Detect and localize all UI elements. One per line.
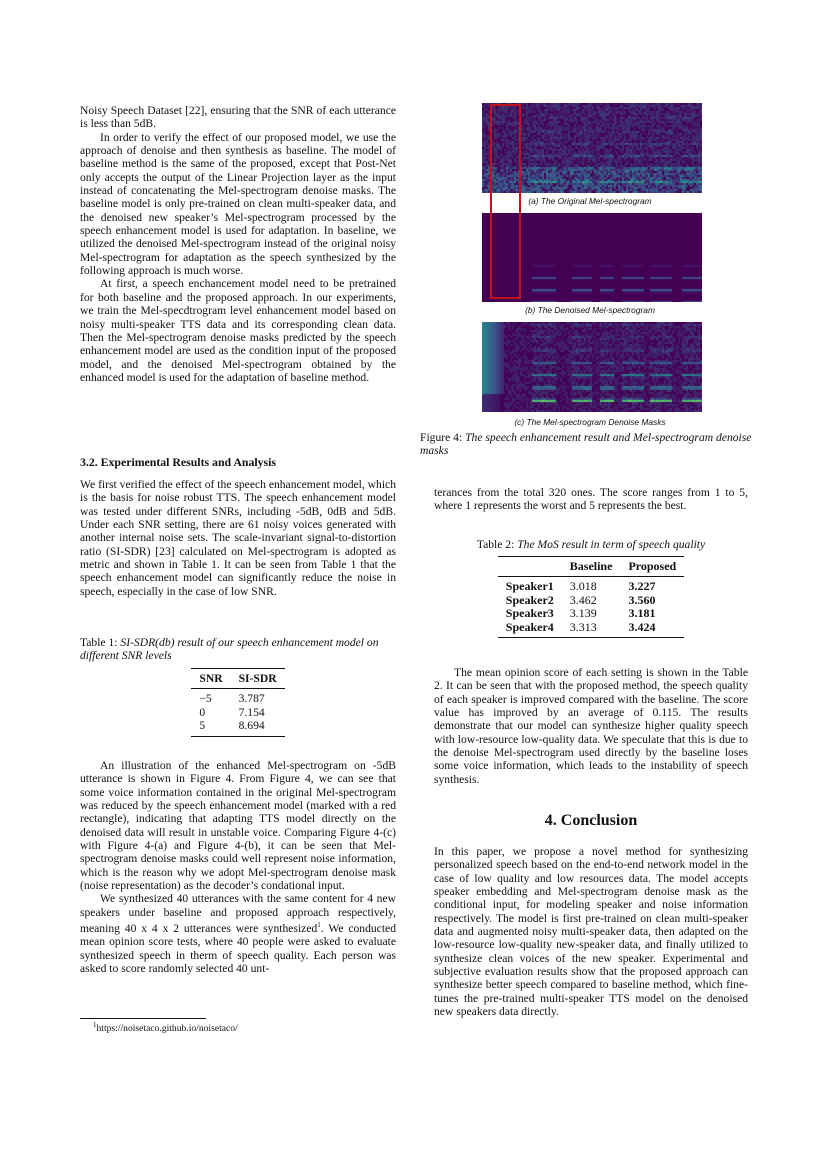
paragraph: Noisy Speech Dataset [22], ensuring that… xyxy=(80,104,396,131)
right-column: terances from the total 320 ones. The sc… xyxy=(434,486,748,513)
table2-header xyxy=(497,556,562,578)
row-label: Speaker1 xyxy=(505,579,554,594)
footnote-rule xyxy=(80,1018,206,1019)
table2-header: Proposed xyxy=(620,556,685,578)
paragraph-text: We synthesized 40 utterances with the sa… xyxy=(80,892,396,935)
paragraph-text: . We conducted mean opinion score tests,… xyxy=(80,921,396,976)
paragraph: In this paper, we propose a novel method… xyxy=(434,845,748,1019)
table-cell: 3.227 xyxy=(628,579,656,594)
paragraph: In order to verify the effect of our pro… xyxy=(80,130,396,278)
table-row: Speaker1 3.018 3.227 xyxy=(498,577,684,594)
table-cell: 3.181 xyxy=(628,606,656,621)
spectrogram-denoise-mask xyxy=(482,322,702,412)
paragraph: The mean opinion score of each setting i… xyxy=(434,666,748,786)
table-cell: 0 xyxy=(199,705,206,719)
figure4-label: Figure 4: xyxy=(420,431,463,444)
table1-header: SI-SDR xyxy=(230,668,285,690)
table-cell: 3.139 xyxy=(569,606,597,621)
table1-caption-text: SI-SDR(db) result of our speech enhancem… xyxy=(80,636,379,663)
table2-caption: Table 2: The MoS result in term of speec… xyxy=(434,538,748,551)
table-row: 0 7.154 xyxy=(191,706,284,719)
row-label: Speaker4 xyxy=(505,619,554,634)
footnote-link[interactable]: https://noisetaco.github.io/noisetaco/ xyxy=(96,1023,238,1035)
spectrogram-denoised xyxy=(482,213,702,302)
table-cell: 3.787 xyxy=(238,692,265,706)
table2-wrap: Baseline Proposed Speaker1 3.018 3.227 Spe… xyxy=(434,556,748,639)
table-row: Speaker4 3.313 3.424 xyxy=(498,619,684,638)
table-row: −5 3.787 xyxy=(191,689,284,706)
table1-wrap: SNR SI-SDR −5 3.787 0 7.154 5 8.694 xyxy=(80,668,396,737)
table-cell: 3.560 xyxy=(628,592,656,607)
table-cell: 5 xyxy=(199,719,206,733)
paragraph: We synthesized 40 utterances with the sa… xyxy=(80,892,396,975)
row-label: Speaker3 xyxy=(505,606,554,621)
paragraph: We first verified the effect of the spee… xyxy=(80,478,396,598)
table-cell: 3.018 xyxy=(569,579,597,594)
table1-header: SNR xyxy=(191,668,231,690)
spectrogram-original xyxy=(482,103,702,193)
table2-header: Baseline xyxy=(561,556,621,578)
right-column-mos: The mean opinion score of each setting i… xyxy=(434,666,748,786)
table-row: Speaker2 3.462 3.560 xyxy=(498,592,684,607)
figure-subcaption-c: (c) The Mel-spectrogram Denoise Masks xyxy=(514,417,666,427)
figure-subcaption-b: (b) The Denoised Mel-spectrogram xyxy=(525,305,655,315)
table-row: Speaker3 3.139 3.181 xyxy=(498,606,684,621)
table-cell: 8.694 xyxy=(238,719,265,733)
table2-caption-text: The MoS result in term of speech quality xyxy=(517,538,706,551)
footnote: 1https://noisetaco.github.io/noisetaco/ xyxy=(93,1021,238,1034)
paragraph: terances from the total 320 ones. The sc… xyxy=(434,486,748,513)
table-cell: 3.462 xyxy=(569,592,597,607)
figure-subcaption-a: (a) The Original Mel-spectrogram xyxy=(528,196,652,206)
table-row: 5 8.694 xyxy=(191,719,284,736)
table1: SNR SI-SDR −5 3.787 0 7.154 5 8.694 xyxy=(191,668,285,737)
section-heading: 3.2. Experimental Results and Analysis xyxy=(80,455,276,469)
table-cell: 3.424 xyxy=(628,619,656,634)
footnote-ref[interactable]: 1 xyxy=(317,921,321,930)
table2: Baseline Proposed Speaker1 3.018 3.227 Spe… xyxy=(497,556,685,639)
paragraph: An illustration of the enhanced Mel-spec… xyxy=(80,759,396,893)
table-cell: 7.154 xyxy=(238,705,265,719)
table1-label: Table 1: xyxy=(80,636,118,649)
table-cell: 3.313 xyxy=(569,619,597,634)
footnote-mark: 1 xyxy=(93,1021,97,1029)
table-cell: −5 xyxy=(199,692,212,706)
figure4-caption-text: The speech enhancement result and Mel-sp… xyxy=(420,431,752,458)
row-label: Speaker2 xyxy=(505,592,554,607)
paragraph: At first, a speech enchancement model ne… xyxy=(80,277,396,384)
table2-label: Table 2: xyxy=(476,538,515,551)
table1-caption: Table 1: SI-SDR(db) result of our speech… xyxy=(80,636,396,663)
conclusion-heading: 4. Conclusion xyxy=(544,812,638,829)
red-highlight-rectangle xyxy=(490,104,521,299)
left-column-results: We first verified the effect of the spee… xyxy=(80,478,396,598)
figure4-caption: Figure 4: The speech enhancement result … xyxy=(420,431,756,458)
right-column-conclusion: In this paper, we propose a novel method… xyxy=(434,845,748,1018)
left-column-discussion: An illustration of the enhanced Mel-spec… xyxy=(80,759,396,975)
left-column: Noisy Speech Dataset [22], ensuring that… xyxy=(80,104,396,384)
